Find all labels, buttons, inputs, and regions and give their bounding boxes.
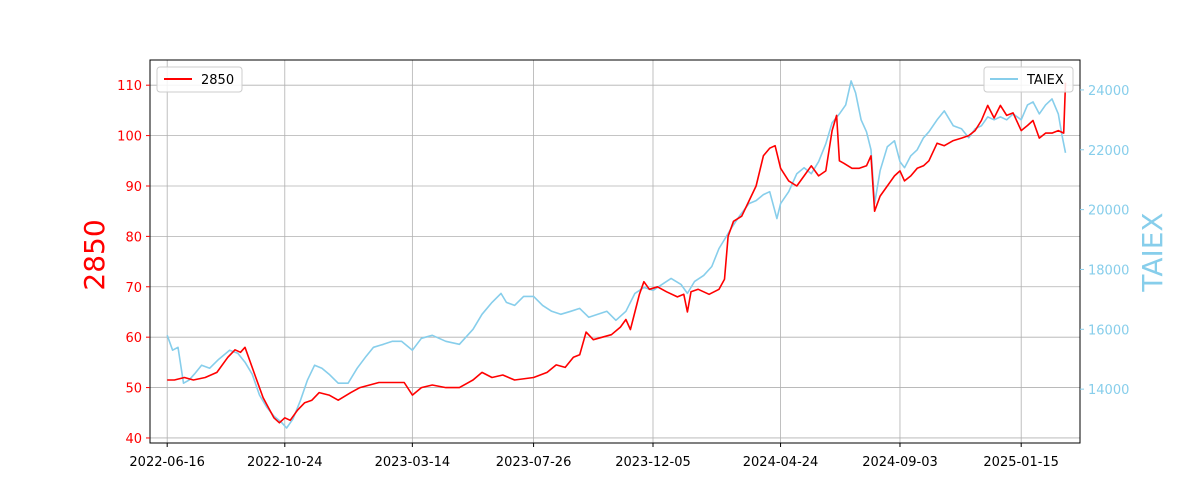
y-axis-right: 14000 16000 18000 20000 22000 24000 xyxy=(1080,84,1129,398)
x-tick-label: 2022-10-24 xyxy=(247,455,323,470)
y-left-tick-label: 90 xyxy=(125,180,142,195)
x-tick-label: 2022-06-16 xyxy=(129,455,205,470)
y-right-tick-label: 24000 xyxy=(1088,84,1129,99)
plot-frame xyxy=(149,59,1081,444)
y-axis-left: 40 50 60 70 80 90 100 110 xyxy=(117,79,150,447)
x-tick-label: 2023-12-05 xyxy=(615,455,691,470)
y-axis-left-title: 2850 xyxy=(78,219,111,290)
y-right-tick-label: 16000 xyxy=(1088,323,1129,338)
y-right-tick-label: 22000 xyxy=(1088,144,1129,159)
x-tick-label: 2023-07-26 xyxy=(496,455,572,470)
legend-right-label: TAIEX xyxy=(1026,73,1064,88)
y-right-tick-label: 18000 xyxy=(1088,263,1129,278)
y-left-tick-label: 60 xyxy=(125,331,142,346)
y-left-tick-label: 40 xyxy=(125,432,142,447)
x-axis: 2022-06-16 2022-10-24 2023-03-14 2023-07-26… xyxy=(129,443,1059,470)
legend-left: 2850 xyxy=(156,66,243,93)
y-left-tick-label: 110 xyxy=(117,79,142,94)
y-left-tick-label: 70 xyxy=(125,281,142,296)
legend-right: TAIEX xyxy=(983,66,1074,93)
y-axis-right-title: TAIEX xyxy=(1136,212,1169,292)
series-line-2850 xyxy=(167,82,1067,424)
y-right-tick-label: 14000 xyxy=(1088,383,1129,398)
grid-lines xyxy=(150,60,1080,443)
x-tick-label: 2024-09-03 xyxy=(862,455,938,470)
y-left-tick-label: 50 xyxy=(125,382,142,397)
series-line-taiex xyxy=(166,80,1067,429)
x-tick-label: 2024-04-24 xyxy=(743,455,819,470)
legend-left-label: 2850 xyxy=(201,73,234,88)
y-left-tick-label: 100 xyxy=(117,130,142,145)
y-right-tick-label: 20000 xyxy=(1088,204,1129,219)
series-lines xyxy=(166,80,1067,429)
x-tick-label: 2023-03-14 xyxy=(375,455,451,470)
x-tick-label: 2025-01-15 xyxy=(983,455,1059,470)
y-left-tick-label: 80 xyxy=(125,230,142,245)
